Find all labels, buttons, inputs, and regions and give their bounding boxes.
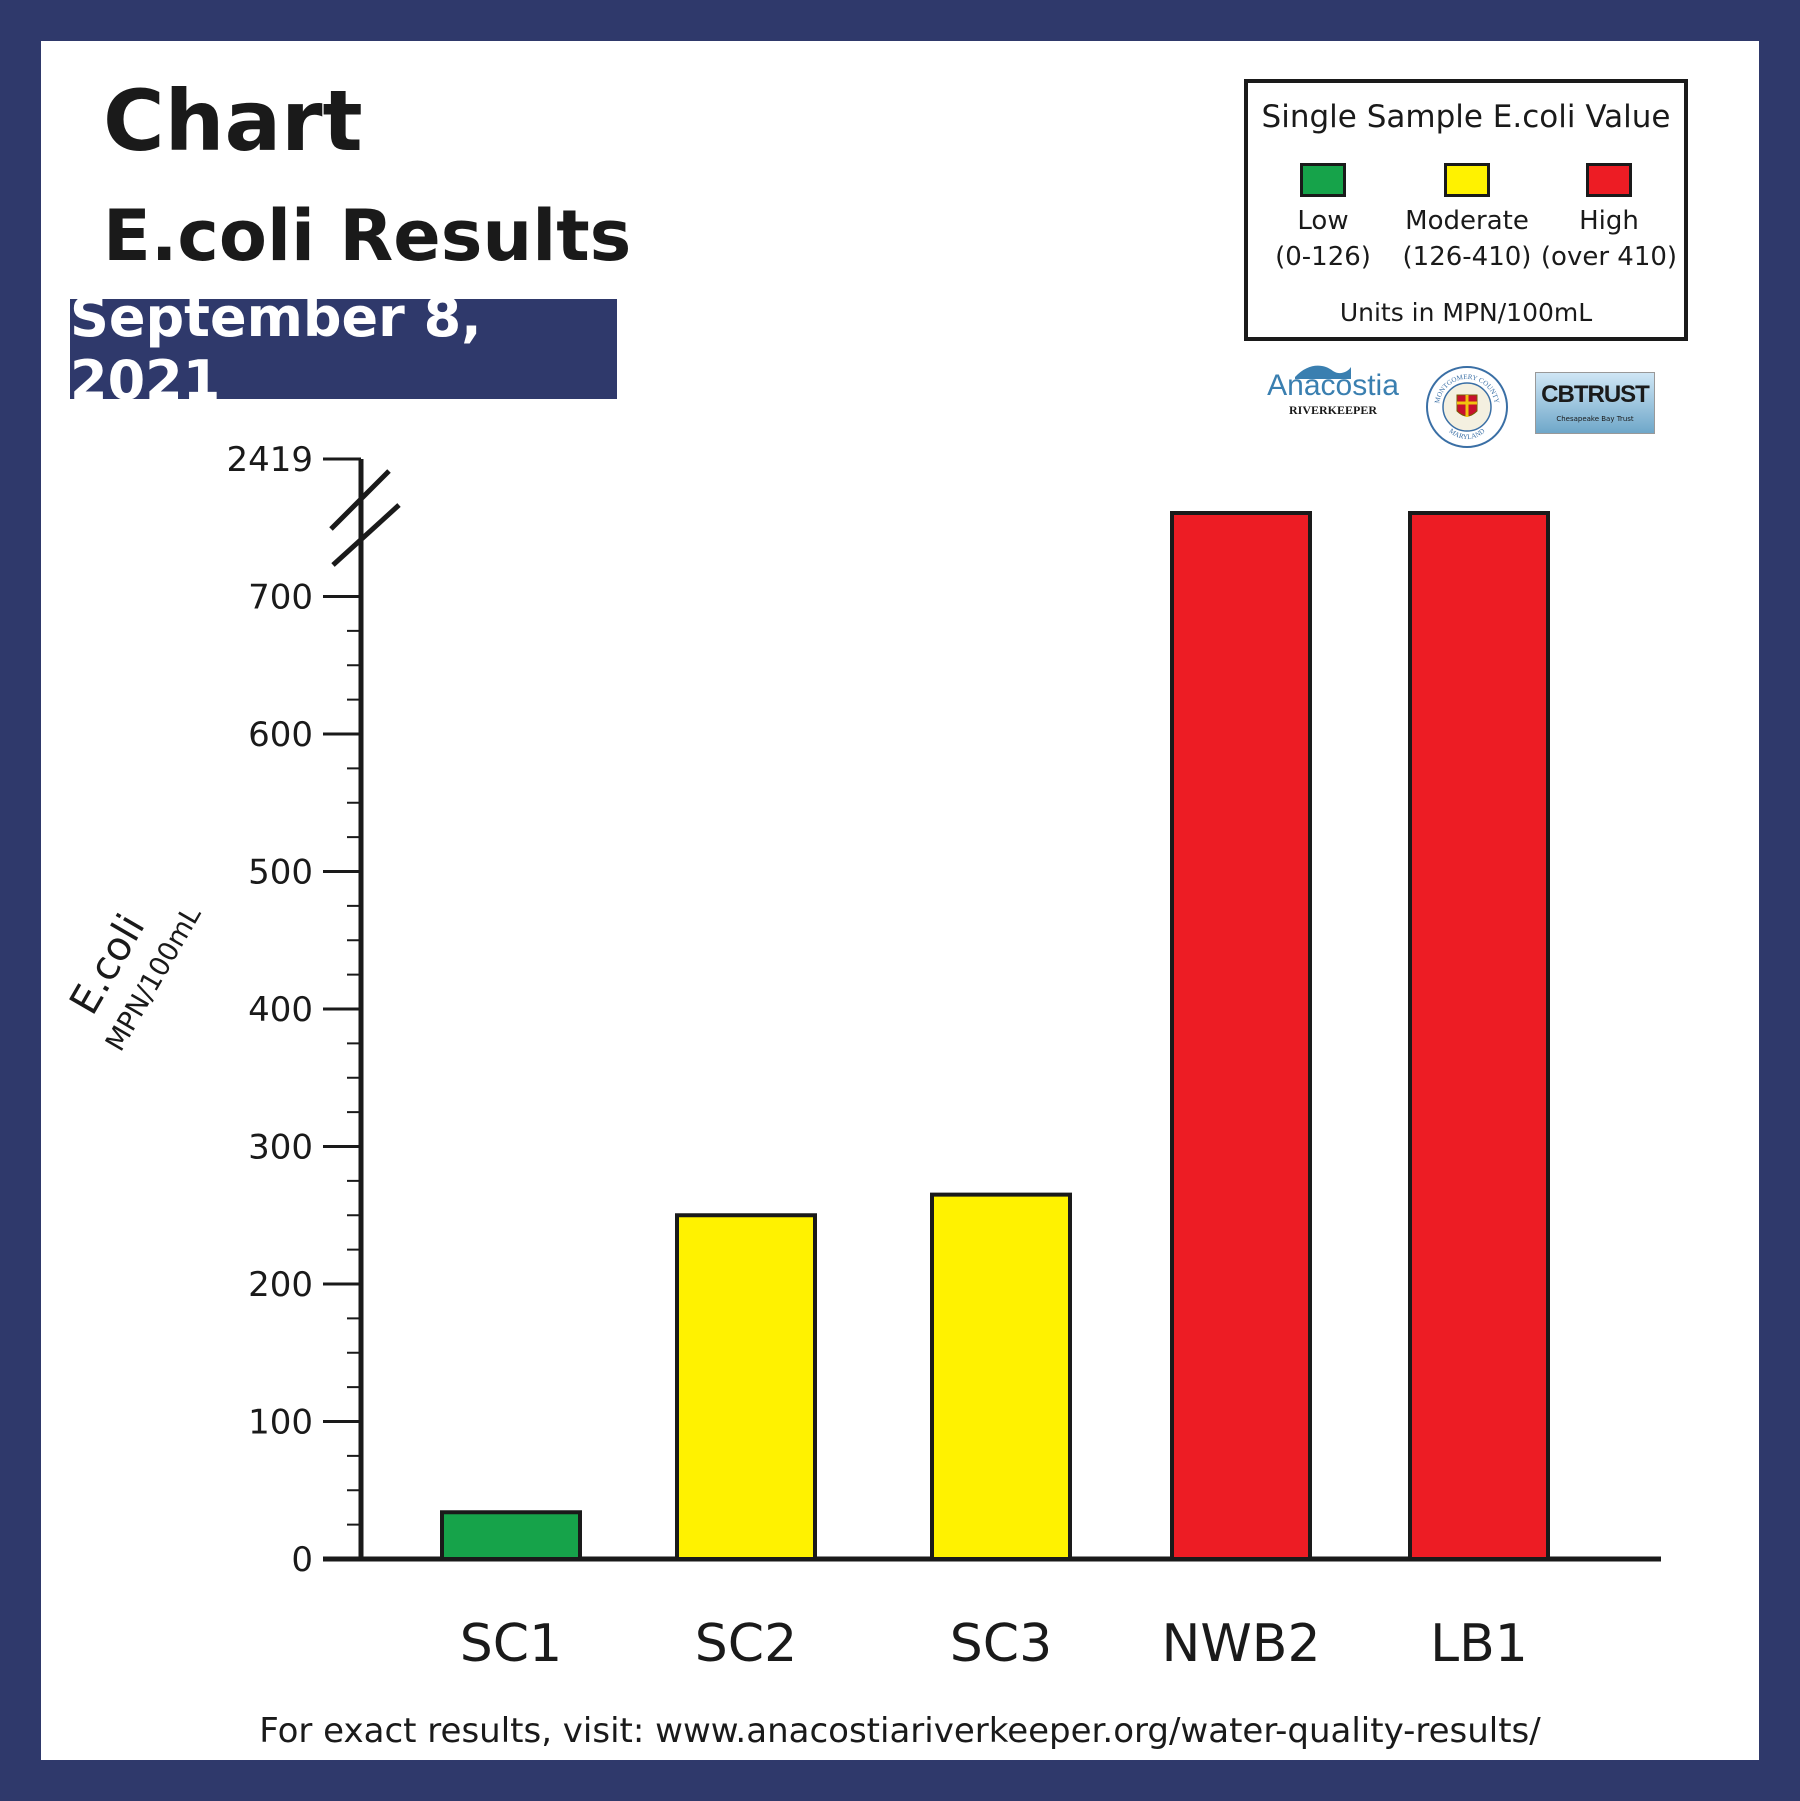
bar-chart: E.coli MPN/100mL 01002003004005006007002… xyxy=(61,440,1661,1674)
axis-break-mark xyxy=(329,469,391,531)
anacostia-riverkeeper-logo: Anacostia RIVERKEEPER xyxy=(1263,359,1403,419)
legend: Single Sample E.coli Value Low (0-126) M… xyxy=(1244,79,1688,341)
legend-item-low: Low (0-126) xyxy=(1248,163,1398,275)
riverkeeper-logo-text: RIVERKEEPER xyxy=(1288,403,1377,417)
y-tick-label: 2419 xyxy=(226,440,313,480)
footer-link-text: For exact results, visit: www.anacostiar… xyxy=(259,1711,1541,1751)
legend-range-low: (0-126) xyxy=(1275,242,1371,272)
legend-item-moderate: Moderate (126-410) xyxy=(1392,163,1542,275)
x-tick-label: NWB2 xyxy=(1161,1614,1320,1674)
bar-sc1 xyxy=(440,1510,582,1561)
cbtrust-logo: CBTRUST Chesapeake Bay Trust xyxy=(1535,372,1655,434)
axis-break-mark xyxy=(331,503,401,567)
legend-title: Single Sample E.coli Value xyxy=(1261,99,1671,135)
x-tick-labels: SC1 SC2 SC3 NWB2 LB1 xyxy=(460,1614,1528,1674)
wave-icon xyxy=(1295,365,1351,379)
bar-sc3 xyxy=(930,1192,1072,1561)
x-tick-label: LB1 xyxy=(1430,1614,1528,1674)
bar-nwb2 xyxy=(1170,511,1312,1561)
x-tick-label: SC3 xyxy=(950,1614,1052,1674)
county-seal-icon: MONTGOMERY COUNTY MARYLAND xyxy=(1426,366,1508,448)
legend-range-moderate: (126-410) xyxy=(1402,242,1532,272)
cbtrust-logo-subtext: Chesapeake Bay Trust xyxy=(1556,415,1634,423)
y-tick-label: 400 xyxy=(248,990,313,1030)
legend-item-high: High (over 410) xyxy=(1534,163,1684,275)
y-tick-label: 300 xyxy=(248,1128,313,1168)
bar-sc2 xyxy=(675,1213,817,1561)
legend-units: Units in MPN/100mL xyxy=(1339,298,1593,327)
y-tick-labels: 0 100 200 300 400 500 600 700 2419 xyxy=(226,440,313,1580)
y-tick-label: 100 xyxy=(248,1403,313,1443)
legend-label-low: Low xyxy=(1297,206,1349,236)
y-tick-label: 700 xyxy=(248,578,313,618)
legend-range-high: (over 410) xyxy=(1540,242,1678,272)
legend-label-high: High xyxy=(1579,206,1639,236)
legend-swatch-high xyxy=(1586,163,1632,197)
anacostia-logo-text: Anacostia xyxy=(1267,369,1399,402)
legend-label-moderate: Moderate xyxy=(1405,206,1529,236)
y-tick-label: 500 xyxy=(248,853,313,893)
bar-lb1 xyxy=(1408,511,1550,1561)
cbtrust-logo-text: CBTRUST xyxy=(1541,381,1650,408)
chart-subtitle: E.coli Results xyxy=(103,195,632,277)
x-tick-label: SC2 xyxy=(695,1614,797,1674)
y-tick-label: 0 xyxy=(291,1540,313,1580)
chart-frame: Chart E.coli Results September 8, 2021 S… xyxy=(41,41,1759,1760)
bars xyxy=(440,511,1550,1561)
legend-swatch-moderate xyxy=(1444,163,1490,197)
legend-swatch-low xyxy=(1300,163,1346,197)
montgomery-county-seal: MONTGOMERY COUNTY MARYLAND xyxy=(1425,365,1509,449)
y-tick-label: 200 xyxy=(248,1265,313,1305)
y-tick-label: 600 xyxy=(248,715,313,755)
x-tick-label: SC1 xyxy=(460,1614,562,1674)
page-title: Chart xyxy=(103,72,363,170)
